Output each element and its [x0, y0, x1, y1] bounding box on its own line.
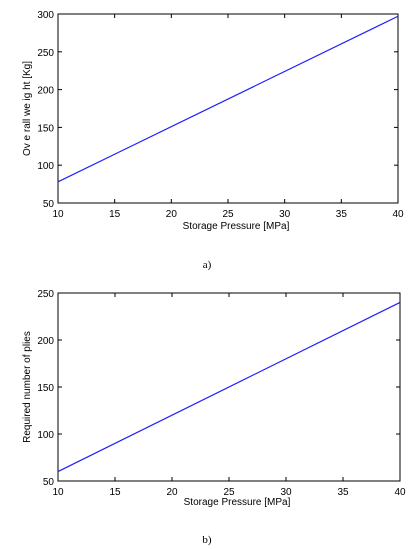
chart-a-x-tick-label: 20	[166, 209, 178, 220]
chart-a-y-axis-label: Ov e rall we ig ht [Kg]	[22, 61, 33, 156]
chart-a-x-tick-label: 25	[222, 209, 234, 220]
chart-b-y-tick-label: 50	[43, 477, 55, 488]
chart-a-y-tick-label: 150	[37, 123, 54, 134]
chart-b: 10 15 20 25 30 35 40 50 100 150 200 250 Storage Pres…	[22, 289, 406, 546]
chart-a-plot-frame	[57, 13, 399, 204]
chart-a-x-tick-label: 10	[52, 209, 64, 220]
chart-b-x-tick-label: 35	[337, 487, 349, 498]
chart-a-y-tick-label: 100	[37, 161, 54, 172]
chart-a-x-tick-label: 35	[336, 209, 348, 220]
chart-a: 10 15 20 25 30 35 40 50 100 150 200 250 300 Storage P…	[22, 10, 404, 271]
chart-b-y-tick-label: 250	[37, 289, 54, 300]
chart-b-y-tick-label: 150	[37, 383, 54, 394]
chart-b-caption: b)	[202, 534, 212, 546]
chart-b-x-axis-label: Storage Pressure [MPa]	[184, 497, 291, 508]
chart-a-y-tick-label: 250	[37, 48, 54, 59]
chart-a-x-tick-label: 30	[279, 209, 291, 220]
chart-a-y-tick-label: 300	[37, 10, 54, 21]
chart-a-caption: a)	[203, 259, 212, 271]
chart-b-y-tick-label: 200	[37, 336, 54, 347]
chart-a-x-tick-label: 40	[392, 209, 404, 220]
chart-b-x-tick-label: 40	[394, 487, 406, 498]
chart-b-x-tick-label: 30	[280, 487, 292, 498]
chart-a-series-line	[57, 15, 399, 183]
chart-b-x-tick-label: 25	[223, 487, 235, 498]
chart-a-y-tick-label: 200	[37, 86, 54, 97]
chart-b-x-tick-label: 20	[166, 487, 178, 498]
chart-b-y-tick-label: 100	[37, 430, 54, 441]
chart-a-x-axis-label: Storage Pressure [MPa]	[183, 221, 290, 232]
chart-a-y-tick-label: 50	[43, 199, 55, 210]
chart-b-x-tick-label: 15	[109, 487, 121, 498]
chart-b-series-line	[57, 301, 401, 473]
chart-b-y-axis-label: Required number of plies	[22, 331, 33, 443]
chart-b-x-tick-label: 10	[52, 487, 64, 498]
chart-a-x-tick-label: 15	[109, 209, 121, 220]
